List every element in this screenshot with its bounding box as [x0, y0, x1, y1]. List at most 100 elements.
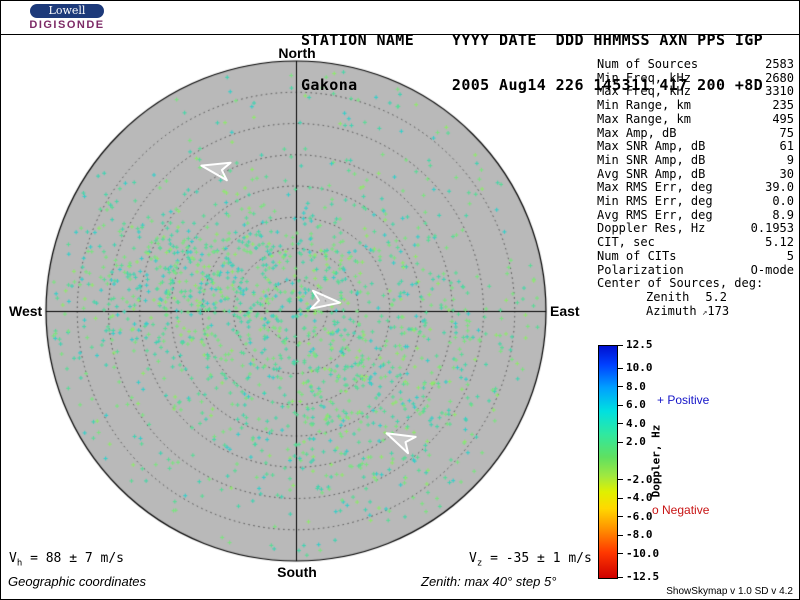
center-of-sources-list: Zenith 5.2 Azimuth ↗ 173: [597, 289, 794, 320]
colorbar-tick: [618, 553, 623, 555]
stat-value: 0.0: [772, 194, 794, 209]
stat-label: Min RMS Err, deg: [597, 194, 713, 209]
stat-label: Avg RMS Err, deg: [597, 207, 713, 222]
horizontal-velocity-value: Vh = 88 ± 7 m/s: [9, 551, 124, 569]
colorbar-tick: [618, 497, 623, 499]
colorbar-tick-label: -10.0: [626, 546, 660, 560]
stat-row: Max Freq, kHz 3310: [597, 85, 794, 99]
stats-panel: Num of Sources 2583 Min Freq, kHz 2680 Max F…: [597, 57, 794, 320]
stat-value: 30: [779, 166, 794, 181]
stat-label: Min Freq, kHz: [597, 70, 691, 85]
doppler-colorbar: [598, 345, 618, 579]
direction-label-east: East: [550, 303, 580, 319]
coordinates-note: Geographic coordinates: [8, 574, 147, 589]
colorbar-tick: [618, 367, 623, 369]
vz-measure: = -35 ± 1 m/s: [482, 551, 592, 566]
colorbar-tick-label: -12.5: [626, 570, 660, 583]
stat-value: 8.9: [772, 207, 794, 222]
stat-label: Polarization: [597, 262, 684, 277]
stat-label: Num of CITs: [597, 248, 677, 263]
center-of-sources-heading: Center of Sources, deg:: [597, 276, 764, 291]
vh-measure: = 88 ± 7 m/s: [22, 551, 124, 566]
vz-symbol: V: [469, 551, 477, 566]
colorbar-tick-label: 6.0: [626, 398, 646, 412]
colorbar-tick-label: 8.0: [626, 379, 646, 393]
colorbar-tick: [618, 441, 623, 443]
legend-positive: + Positive: [657, 393, 710, 407]
stat-row: Min SNR Amp, dB 9: [597, 152, 794, 168]
stat-value: 2583: [765, 57, 794, 71]
colorbar-tick: [618, 344, 623, 346]
stat-row: Max SNR Amp, dB 61: [597, 140, 794, 154]
stat-value: 61: [779, 139, 794, 154]
direction-label-west: West: [9, 303, 43, 319]
colorbar-tick-label: 12.5: [626, 338, 653, 351]
colorbar-tick-label: 10.0: [626, 361, 653, 375]
vh-subscript: h: [16, 558, 23, 569]
colorbar-tick-label: -2.0: [626, 472, 653, 486]
vertical-velocity-value: Vz = -35 ± 1 m/s: [469, 551, 592, 569]
center-of-sources-row: Zenith 5.2: [646, 289, 727, 305]
stat-value: 75: [779, 125, 794, 140]
stat-row: Min Range, km 235: [597, 98, 794, 113]
stat-row: Polarization O-mode: [597, 262, 794, 278]
header: Lowell DIGISONDE STATION NAME YYYY DATE …: [1, 1, 799, 93]
colorbar-tick-label: 2.0: [626, 435, 646, 449]
stat-row: Max RMS Err, deg 39.0: [597, 181, 794, 195]
colorbar-tick: [618, 576, 623, 578]
header-station-table: STATION NAME YYYY DATE DDD HHMMSS AXN PP…: [301, 3, 763, 123]
stat-label: Max RMS Err, deg: [597, 180, 713, 195]
stat-row: Avg SNR Amp, dB 30: [597, 166, 794, 182]
azimuth-direction-icon: ↗: [696, 307, 708, 318]
stat-value: 5.12: [765, 235, 794, 250]
stat-label: Max Amp, dB: [597, 125, 677, 140]
stat-label: Num of Sources: [597, 57, 699, 71]
version-label: ShowSkymap v 1.0 SD v 4.2: [666, 586, 793, 597]
stat-row: Doppler Res, Hz 0.1953: [597, 222, 794, 236]
stats-list: Num of Sources 2583 Min Freq, kHz 2680 Max F…: [597, 57, 794, 278]
vh-symbol: V: [9, 551, 17, 566]
stat-value: 3310: [765, 84, 794, 99]
colorbar-tick: [618, 404, 623, 406]
colorbar-tick: [618, 386, 623, 388]
stat-row: Avg RMS Err, deg 8.9: [597, 207, 794, 223]
stat-label: CIT, sec: [597, 235, 655, 250]
stat-label: Avg SNR Amp, dB: [597, 166, 706, 181]
stat-value: 39.0: [765, 180, 794, 195]
stat-value: 0.1953: [750, 221, 794, 236]
colorbar-tick-label: 4.0: [626, 416, 646, 430]
stat-value: 495: [772, 111, 794, 126]
colorbar-tick-label: -6.0: [626, 509, 653, 523]
stat-label: Max SNR Amp, dB: [597, 139, 706, 154]
header-station-values: Gakona 2005 Aug14 226 145311 417 200 +8D: [301, 76, 764, 94]
doppler-colorbar-block: 12.5 10.0 8.0 6.0 4.0 2.0 -2.0 -4.0 -6.0 -8.0 -10.…: [598, 339, 798, 583]
direction-label-south: South: [277, 564, 317, 580]
stat-row: Max Amp, dB 75: [597, 125, 794, 141]
stat-row: Min RMS Err, deg 0.0: [597, 194, 794, 209]
stat-label: Min SNR Amp, dB: [597, 152, 706, 167]
stat-label: Zenith: [646, 289, 690, 304]
stat-label: Min Range, km: [597, 98, 691, 113]
colorbar-tick: [618, 479, 623, 481]
colorbar-tick-label: -8.0: [626, 528, 653, 542]
stat-row: Num of CITs 5: [597, 248, 794, 264]
stat-value: 235: [772, 98, 794, 113]
stat-label: Azimuth ↗: [646, 303, 708, 318]
header-column-titles: STATION NAME YYYY DATE DDD HHMMSS AXN PP…: [301, 31, 764, 49]
colorbar-tick: [618, 534, 623, 536]
legend-negative: o Negative: [652, 503, 710, 517]
stat-value: 2680: [765, 70, 794, 85]
zenith-scale-note: Zenith: max 40° step 5°: [421, 574, 557, 589]
stat-value: O-mode: [750, 262, 794, 277]
stat-row: CIT, sec 5.12: [597, 235, 794, 250]
colorbar-tick: [618, 423, 623, 425]
stat-row: Num of Sources 2583: [597, 57, 794, 72]
colorbar-tick: [618, 516, 623, 518]
vz-subscript: z: [476, 558, 483, 569]
direction-label-north: North: [278, 45, 316, 61]
stat-label: Doppler Res, Hz: [597, 221, 706, 236]
colorbar-tick-label: -4.0: [626, 491, 653, 505]
logo-lowell-text: Lowell: [30, 4, 104, 18]
